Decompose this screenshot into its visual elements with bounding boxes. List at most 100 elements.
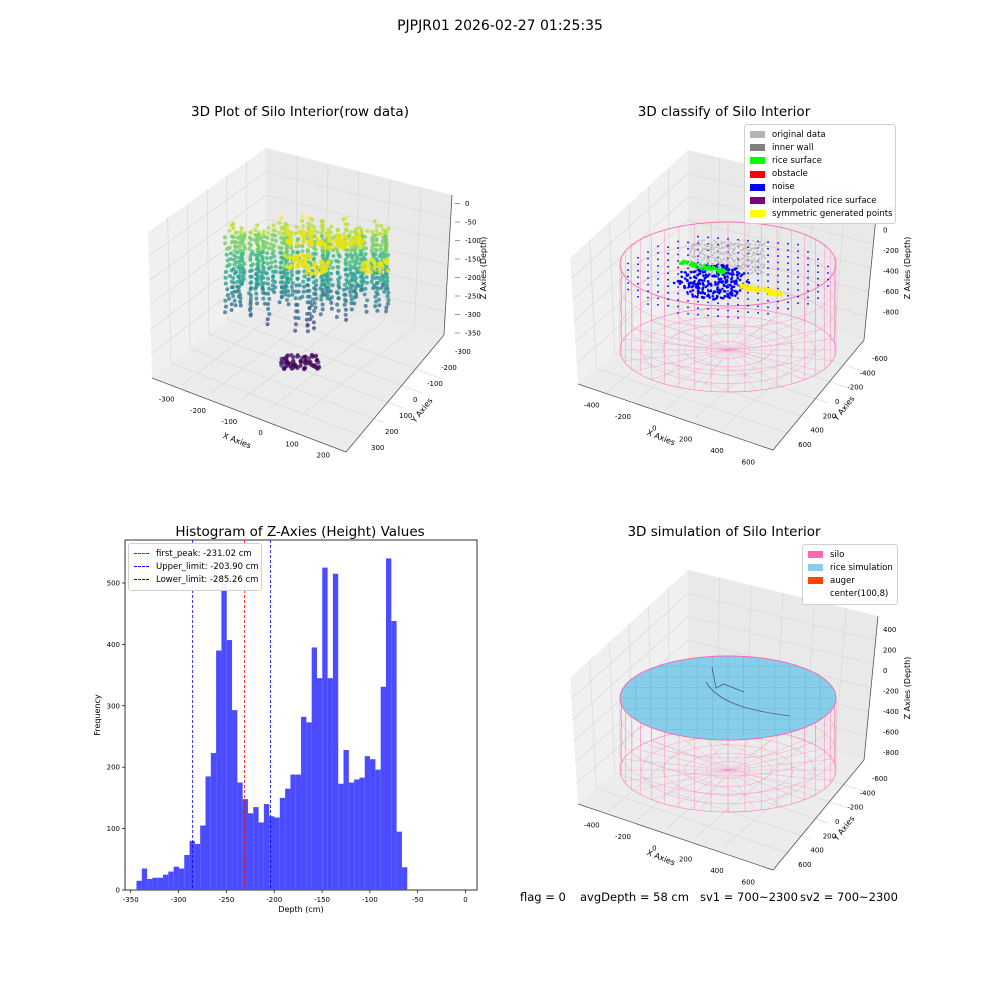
- p2-silo-bottom-ring: [641, 316, 815, 384]
- legend-entry: interpolated rice surface: [750, 194, 890, 207]
- hist-bar: [258, 822, 264, 890]
- simulation-legend: silo rice simulation auger center(100,8): [802, 544, 898, 605]
- p1-gridline: [246, 304, 442, 379]
- legend-entry: auger: [808, 574, 892, 587]
- p4-silo-rice-surface: [619, 655, 837, 741]
- legend-entry: Lower_limit: -285.26 cm: [134, 573, 258, 586]
- hist-y-tick: 300: [107, 702, 120, 710]
- figure-title: PJPJR01 2026-02-27 01:25:35: [397, 18, 603, 34]
- panel3-title: Histogram of Z-Axies (Height) Values: [175, 524, 425, 540]
- p2-silo-bottom-spoke: [699, 309, 729, 351]
- p1-x-tick: -100: [221, 418, 237, 426]
- hist-y-tick: 500: [107, 579, 120, 587]
- p4-y-tick: 0: [835, 818, 839, 826]
- p2-silo-bottom-spoke: [727, 349, 783, 387]
- hist-bar: [306, 722, 312, 890]
- p4-y-tick: -600: [872, 775, 888, 783]
- p1-gridline: [150, 242, 447, 330]
- p2-silo-bottom-spoke: [727, 349, 805, 380]
- p4-left-pane: [570, 570, 688, 804]
- p1-gridline: [149, 218, 449, 306]
- hist-bar: [157, 877, 164, 890]
- p2-x-tick: 0: [652, 424, 656, 432]
- hist-bar: [216, 650, 222, 890]
- p2-rice-surface-points: [679, 259, 727, 275]
- p2-silo-bottom-ring: [662, 324, 794, 376]
- p2-y-tick: -400: [860, 369, 876, 377]
- p4-silo-bottom-spoke: [623, 758, 729, 771]
- hist-bar: [232, 710, 238, 890]
- p2-y-tick: 600: [798, 441, 811, 449]
- hist-x-tick: -50: [412, 896, 423, 904]
- p1-left-pane: [148, 148, 266, 378]
- p1-gridline: [240, 312, 356, 401]
- p1-y-tick: -100: [427, 380, 443, 388]
- legend-swatch: [134, 553, 149, 555]
- hist-bar: [316, 678, 323, 890]
- p2-silo-bottom-spoke: [651, 320, 729, 351]
- avg-depth-status: avgDepth = 58 cm: [580, 890, 689, 904]
- p2-gridline: [614, 352, 810, 419]
- p2-z-tick: 0: [883, 227, 887, 235]
- hist-bar: [173, 866, 179, 890]
- p2-silo-bottom-ring: [706, 341, 750, 359]
- p4-silo-bottom-spoke: [623, 769, 729, 782]
- hist-bar: [152, 877, 158, 890]
- p2-gridline: [665, 314, 777, 410]
- legend-entry: noise: [750, 181, 890, 194]
- p4-gridline: [636, 726, 747, 821]
- p2-noise-points: [672, 263, 751, 301]
- p2-silo-bottom-spoke: [727, 320, 805, 351]
- p2-gridline: [607, 298, 718, 393]
- p2-silo-bottom-spoke: [673, 349, 729, 387]
- p2-symmetric-points: [739, 283, 783, 297]
- hist-bar: [226, 640, 233, 890]
- p2-silo-top-ring: [619, 221, 837, 307]
- hist-bar: [332, 573, 339, 890]
- p2-axis-edge: [577, 339, 865, 451]
- p4-axis-edge: [577, 759, 865, 871]
- p1-y-tick: -300: [455, 348, 471, 356]
- p1-z-tick: 0: [465, 200, 469, 208]
- legend-label: first_peak: -231.02 cm: [156, 548, 252, 559]
- p2-y-label: Y Axies: [831, 394, 857, 423]
- p1-gridline: [149, 194, 450, 281]
- p2-y-tick: -600: [872, 355, 888, 363]
- legend-label: obstacle: [772, 169, 808, 180]
- hist-y-label: Frequency: [93, 694, 102, 736]
- p2-silo-wall-ring: [619, 243, 837, 328]
- legend-entry: rice simulation: [808, 561, 893, 574]
- hist-bar: [242, 799, 248, 890]
- p2-gridline: [716, 157, 721, 299]
- p4-gridline: [667, 587, 671, 726]
- hist-bar: [338, 783, 344, 890]
- legend-label: auger: [830, 575, 855, 586]
- hist-bar: [237, 782, 243, 890]
- hist-bar: [401, 867, 408, 890]
- hist-bar: [194, 843, 201, 890]
- p2-silo-bottom-spoke: [727, 349, 757, 391]
- p1-axis-edge: [151, 334, 445, 453]
- p2-silo-bottom-spoke: [727, 328, 822, 351]
- p2-y-tick: 200: [823, 412, 836, 420]
- p1-gridline: [227, 319, 423, 394]
- p1-y-tick: 300: [371, 444, 384, 452]
- p4-y-tick: -400: [860, 789, 876, 797]
- sv2-status: sv2 = 700~2300: [800, 890, 898, 904]
- p1-x-tick: 0: [258, 429, 262, 437]
- p1-gridline: [189, 348, 385, 423]
- p4-silo-bottom-spoke: [727, 769, 783, 807]
- p1-gridline: [206, 189, 210, 335]
- p4-gridline: [716, 577, 721, 719]
- hist-x-tick: -350: [123, 896, 139, 904]
- hist-x-tick: 0: [463, 896, 467, 904]
- hist-bar: [263, 804, 270, 890]
- p2-gridline: [628, 203, 634, 338]
- p2-silo-bottom-spoke: [634, 349, 729, 372]
- p4-gridline: [608, 641, 616, 773]
- hist-bar: [200, 825, 206, 890]
- p4-silo-bottom-ring: [662, 744, 794, 796]
- hist-y-tick: 100: [107, 825, 120, 833]
- p2-silo-bottom-spoke: [699, 349, 729, 391]
- p2-gridline: [669, 305, 865, 372]
